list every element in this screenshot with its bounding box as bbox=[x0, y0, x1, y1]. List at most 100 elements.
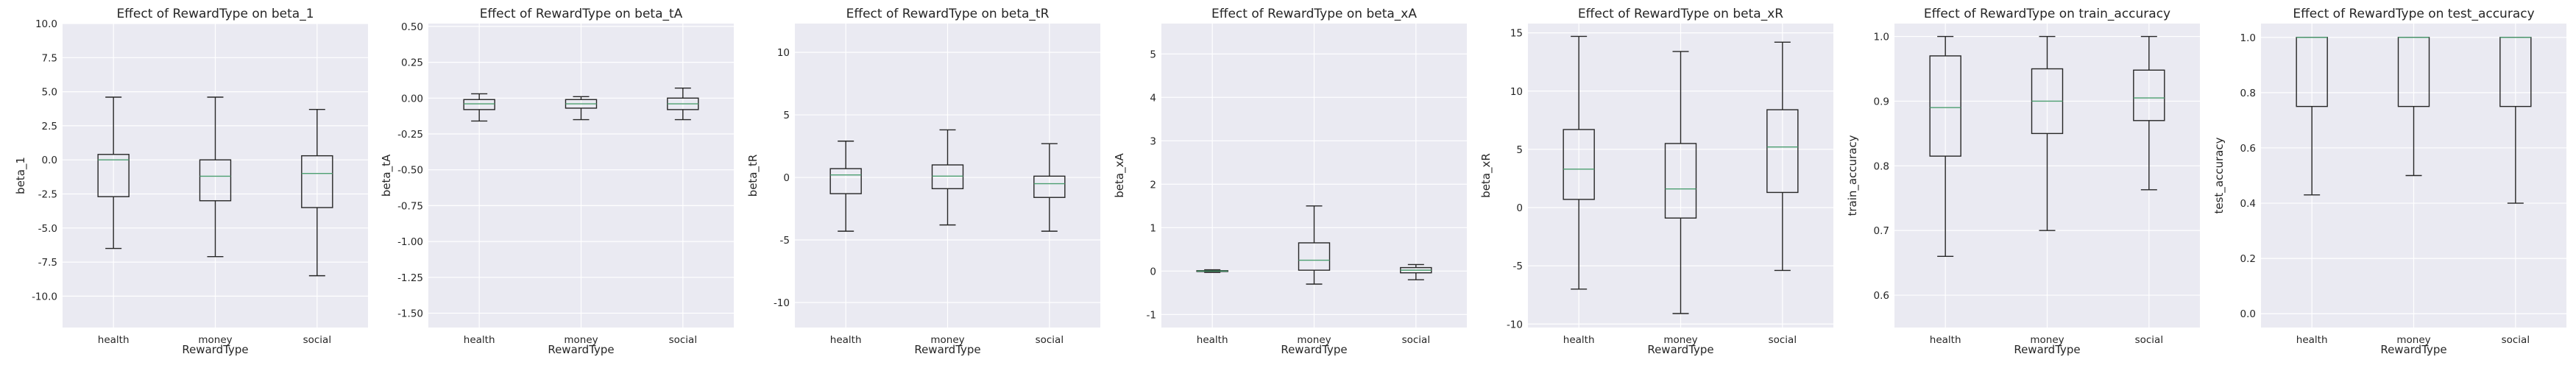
chart-title: Effect of RewardType on beta_tA bbox=[480, 7, 683, 21]
y-tick-label: 10 bbox=[777, 47, 790, 59]
box-iqr bbox=[463, 99, 495, 110]
y-tick-label: -1.50 bbox=[397, 308, 423, 320]
x-tick-label: money bbox=[1663, 334, 1697, 346]
y-tick-label: -1.25 bbox=[397, 272, 423, 284]
y-tick-label: 0.4 bbox=[2240, 198, 2256, 210]
y-tick-label: 0.7 bbox=[1874, 225, 1889, 237]
box-iqr bbox=[1033, 175, 1066, 198]
x-axis-label: RewardType bbox=[548, 343, 614, 356]
x-tick-label: social bbox=[669, 334, 698, 346]
x-axis-label: RewardType bbox=[1647, 343, 1713, 356]
box-iqr bbox=[199, 159, 232, 202]
y-tick-label: -5 bbox=[1513, 261, 1523, 272]
x-axis-label: RewardType bbox=[1281, 343, 1347, 356]
y-tick-label: 0.0 bbox=[42, 155, 57, 166]
y-tick-label: 1.0 bbox=[1874, 32, 1889, 43]
x-tick-label: social bbox=[2502, 334, 2530, 346]
chart-title: Effect of RewardType on beta_xA bbox=[1211, 7, 1417, 21]
chart-title: Effect of RewardType on beta_tR bbox=[846, 7, 1050, 21]
y-tick-label: -5 bbox=[780, 235, 790, 247]
y-tick-label: 0 bbox=[1516, 202, 1523, 214]
x-axis-label: RewardType bbox=[914, 343, 980, 356]
y-tick-label: 0 bbox=[783, 172, 790, 184]
y-axis-label: beta_1 bbox=[14, 157, 28, 194]
y-axis-label: beta_xR bbox=[1479, 153, 1493, 198]
box-iqr bbox=[829, 168, 862, 194]
y-tick-label: 0.50 bbox=[401, 21, 423, 33]
box-iqr bbox=[301, 155, 333, 208]
x-tick-label: health bbox=[464, 334, 495, 346]
x-axis-label: RewardType bbox=[182, 343, 248, 356]
y-tick-label: -2.5 bbox=[38, 189, 57, 201]
x-tick-label: money bbox=[198, 334, 232, 346]
y-axis-label: test_accuracy bbox=[2212, 137, 2226, 213]
y-tick-label: 0.00 bbox=[401, 93, 423, 105]
y-tick-label: -0.25 bbox=[397, 129, 423, 141]
y-tick-label: 2 bbox=[1150, 179, 1156, 191]
chart-title: Effect of RewardType on beta_xR bbox=[1578, 7, 1783, 21]
x-tick-label: social bbox=[1769, 334, 1797, 346]
box-iqr bbox=[97, 154, 130, 197]
y-tick-label: 1.0 bbox=[2240, 32, 2256, 44]
y-tick-label: 0.9 bbox=[1874, 96, 1889, 107]
x-tick-label: social bbox=[2135, 334, 2164, 346]
y-tick-label: -10 bbox=[1507, 319, 1523, 330]
x-tick-label: health bbox=[2296, 334, 2328, 346]
y-tick-label: 0.6 bbox=[1874, 290, 1889, 302]
x-axis-label: RewardType bbox=[2380, 343, 2446, 356]
y-axis-label: beta_xA bbox=[1113, 153, 1127, 198]
y-tick-label: 7.5 bbox=[42, 52, 57, 64]
x-tick-label: health bbox=[1930, 334, 1961, 346]
chart-title: Effect of RewardType on beta_1 bbox=[116, 7, 314, 21]
x-tick-label: money bbox=[1297, 334, 1331, 346]
x-tick-label: social bbox=[1036, 334, 1064, 346]
chart-title: Effect of RewardType on test_accuracy bbox=[2293, 7, 2534, 21]
y-tick-label: 5 bbox=[1150, 49, 1156, 60]
chart-title: Effect of RewardType on train_accuracy bbox=[1924, 7, 2170, 21]
x-tick-label: health bbox=[1197, 334, 1228, 346]
y-tick-label: -1 bbox=[1147, 309, 1156, 321]
box-iqr bbox=[2133, 69, 2165, 121]
box-iqr bbox=[931, 164, 964, 190]
box-iqr bbox=[1563, 129, 1595, 200]
y-tick-label: 0.6 bbox=[2240, 143, 2256, 155]
y-tick-label: 0.25 bbox=[401, 57, 423, 69]
x-tick-label: money bbox=[2396, 334, 2430, 346]
y-tick-label: -10 bbox=[774, 297, 790, 309]
y-tick-label: 0.2 bbox=[2240, 253, 2256, 265]
y-tick-label: 10 bbox=[1510, 86, 1523, 98]
x-tick-label: money bbox=[2030, 334, 2064, 346]
box-iqr bbox=[1929, 55, 1961, 157]
y-tick-label: 5.0 bbox=[42, 87, 57, 99]
box-iqr bbox=[1766, 109, 1799, 194]
y-tick-label: 2.5 bbox=[42, 121, 57, 132]
y-tick-label: 0 bbox=[1150, 266, 1156, 277]
y-tick-label: -5.0 bbox=[38, 223, 57, 235]
y-tick-label: 0.8 bbox=[2240, 88, 2256, 99]
y-axis-label: train_accuracy bbox=[1846, 135, 1860, 216]
y-tick-label: 0.8 bbox=[1874, 160, 1889, 172]
y-tick-label: -1.00 bbox=[397, 236, 423, 248]
y-tick-label: -0.50 bbox=[397, 165, 423, 177]
y-tick-label: 5 bbox=[783, 110, 790, 121]
y-tick-label: 5 bbox=[1516, 144, 1523, 156]
x-tick-label: social bbox=[1402, 334, 1431, 346]
y-tick-label: -10.0 bbox=[32, 291, 57, 302]
y-tick-label: 10.0 bbox=[35, 18, 57, 30]
x-tick-label: money bbox=[930, 334, 964, 346]
y-tick-label: 4 bbox=[1150, 92, 1156, 104]
y-tick-label: -0.75 bbox=[397, 200, 423, 212]
y-axis-label: beta_tR bbox=[746, 155, 760, 197]
x-tick-label: health bbox=[98, 334, 130, 346]
y-axis-label: beta_tA bbox=[380, 154, 394, 197]
x-axis-label: RewardType bbox=[2014, 343, 2080, 356]
box-iqr bbox=[1664, 143, 1697, 219]
box-iqr bbox=[1298, 242, 1331, 271]
x-tick-label: money bbox=[564, 334, 598, 346]
x-tick-label: health bbox=[830, 334, 862, 346]
x-tick-label: social bbox=[303, 334, 332, 346]
y-tick-label: 1 bbox=[1150, 222, 1156, 234]
y-tick-label: -7.5 bbox=[38, 257, 57, 269]
y-tick-label: 3 bbox=[1150, 135, 1156, 147]
